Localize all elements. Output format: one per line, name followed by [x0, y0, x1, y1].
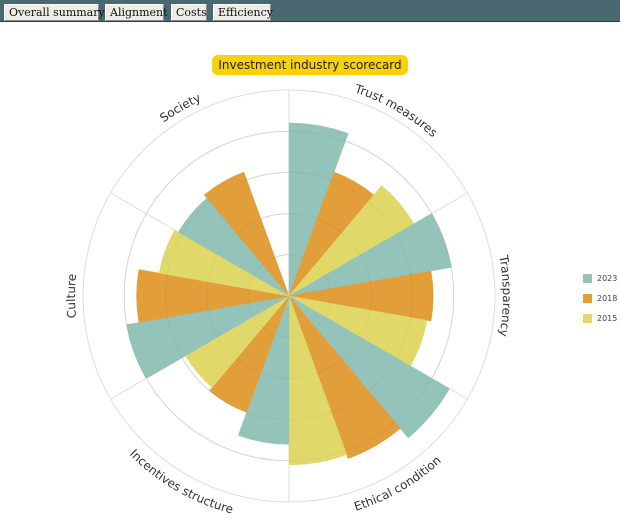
legend-label: 2023 [597, 273, 618, 283]
category-label: Society [157, 91, 203, 125]
chart-title: Investment industry scorecard [212, 55, 408, 75]
grid-ring-overlay [164, 171, 414, 421]
grid-ring-overlay [123, 130, 455, 462]
bar-2015[interactable] [288, 295, 348, 466]
bar-2018[interactable] [203, 171, 290, 297]
legend-label: 2015 [597, 313, 618, 323]
bar-2023[interactable] [288, 122, 349, 297]
legend-swatch-2023 [583, 273, 592, 283]
legend-item-2023[interactable]: 2023 [583, 268, 617, 288]
bar-2023[interactable] [126, 295, 290, 379]
bar-2015[interactable] [158, 229, 290, 297]
category-label: Transparency [496, 253, 514, 337]
category-label: Ethical condition [352, 453, 443, 514]
tab-bar: Overall summary Alignment Costs Efficien… [0, 0, 620, 22]
legend-item-2015[interactable]: 2015 [583, 308, 617, 328]
bar-2023[interactable] [288, 213, 452, 297]
grid-ring-overlay [247, 254, 331, 338]
bar-2023[interactable] [288, 295, 450, 439]
category-label: Culture [64, 273, 79, 319]
bar-2018[interactable] [288, 295, 401, 459]
legend-label: 2018 [597, 293, 618, 303]
bar-2018[interactable] [136, 269, 290, 323]
tab-efficiency[interactable]: Efficiency [213, 4, 273, 21]
legend-swatch-2015 [583, 313, 592, 323]
tab-alignment[interactable]: Alignment [105, 4, 168, 21]
bar-2018[interactable] [209, 295, 290, 413]
bar-2023[interactable] [237, 295, 290, 445]
bar-2018[interactable] [288, 270, 434, 322]
tab-overall-summary[interactable]: Overall summary [4, 4, 105, 21]
tab-costs[interactable]: Costs [171, 4, 207, 21]
legend-swatch-2018 [583, 293, 592, 303]
bar-2015[interactable] [287, 291, 290, 297]
chart-legend: 2023 2018 2015 [583, 268, 617, 328]
category-label: Trust measures [352, 81, 440, 139]
grid-ring-overlay [206, 213, 372, 379]
category-label: Incentives structure [127, 447, 235, 517]
legend-item-2018[interactable]: 2018 [583, 288, 617, 308]
